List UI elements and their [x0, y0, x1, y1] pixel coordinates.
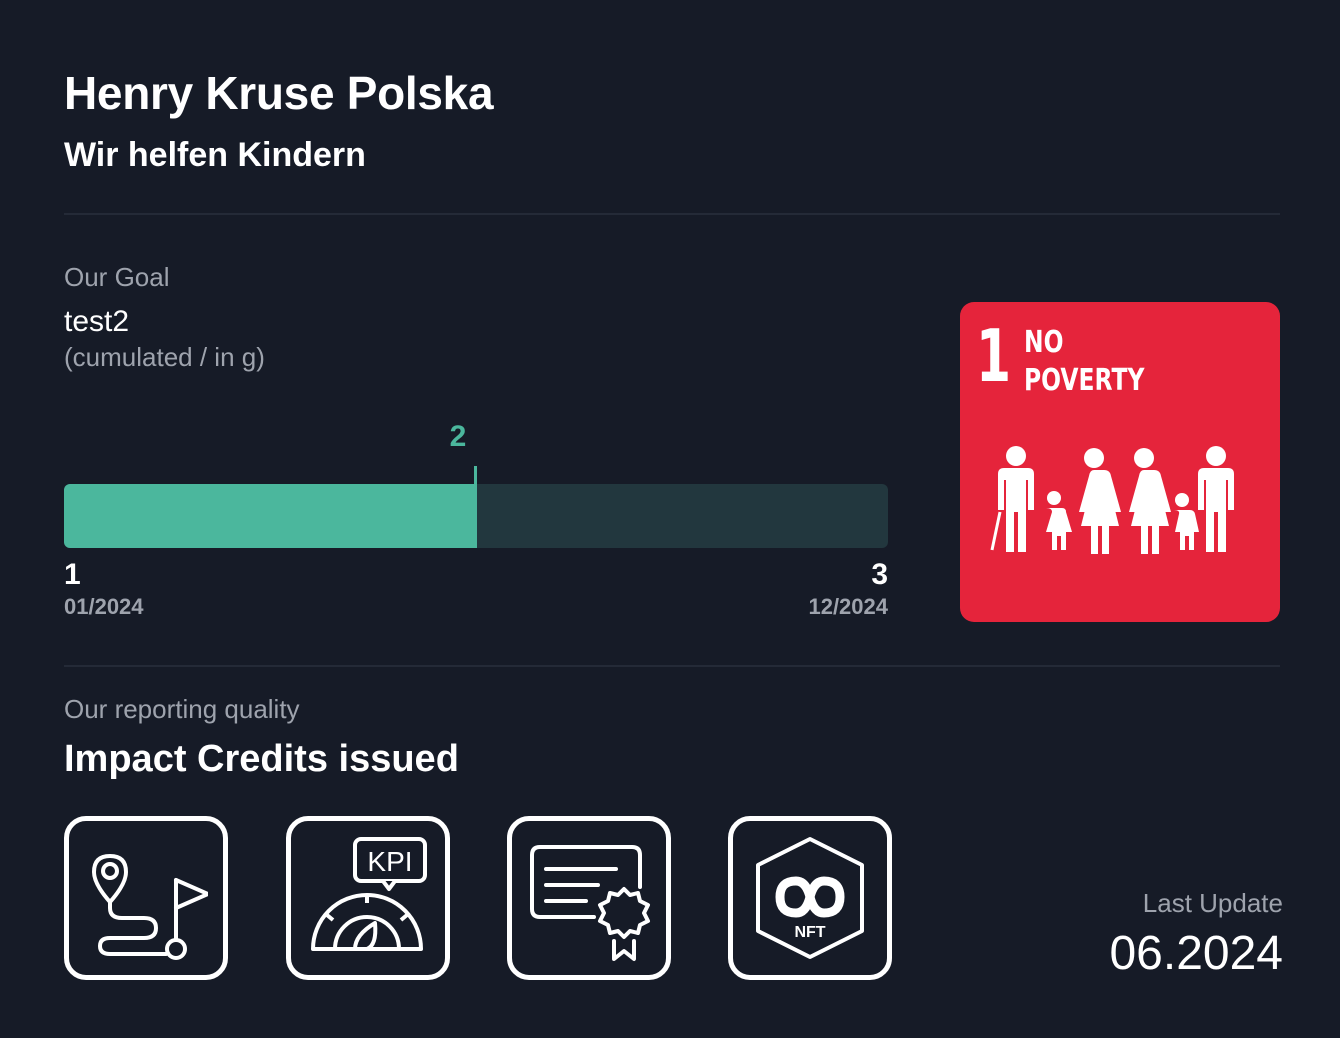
start-date: 01/2024: [64, 594, 144, 619]
badge-nft[interactable]: NFT: [728, 816, 892, 980]
family-icon: [990, 446, 1234, 554]
section-divider: [64, 665, 1280, 667]
certificate-icon: [530, 845, 650, 961]
progress-marker: [474, 466, 477, 548]
sdg-title: NO POVERTY: [1024, 324, 1144, 400]
last-update-value: 06.2024: [1109, 927, 1283, 980]
quality-title: Impact Credits issued: [64, 738, 459, 780]
goal-label: Our Goal: [64, 262, 170, 292]
end-date: 12/2024: [808, 594, 888, 619]
last-update-label: Last Update: [1142, 888, 1283, 918]
sdg-number: 1: [976, 314, 1012, 398]
sdg-title-line2: POVERTY: [1024, 363, 1145, 398]
sdg-tile: 1 NO POVERTY: [960, 302, 1280, 622]
nft-text: NFT: [794, 924, 825, 941]
goal-name: test2: [64, 305, 130, 338]
goal-unit: (cumulated / in g): [64, 342, 265, 372]
sdg-title-line1: NO: [1024, 325, 1064, 360]
page-subtitle: Wir helfen Kindern: [64, 136, 366, 174]
route-map-icon: [92, 854, 208, 960]
page-title: Henry Kruse Polska: [64, 67, 494, 119]
badge-certificate[interactable]: [507, 816, 671, 980]
start-value: 1: [64, 558, 81, 591]
kpi-text: KPI: [367, 846, 412, 877]
kpi-gauge-icon: KPI: [311, 837, 427, 951]
nft-icon: NFT: [756, 837, 864, 959]
badge-route[interactable]: [64, 816, 228, 980]
quality-label: Our reporting quality: [64, 694, 300, 724]
current-value: 2: [449, 420, 467, 453]
end-value: 3: [871, 558, 888, 591]
header-divider: [64, 213, 1280, 215]
badge-kpi[interactable]: KPI: [286, 816, 450, 980]
progress-fill: [64, 484, 476, 548]
